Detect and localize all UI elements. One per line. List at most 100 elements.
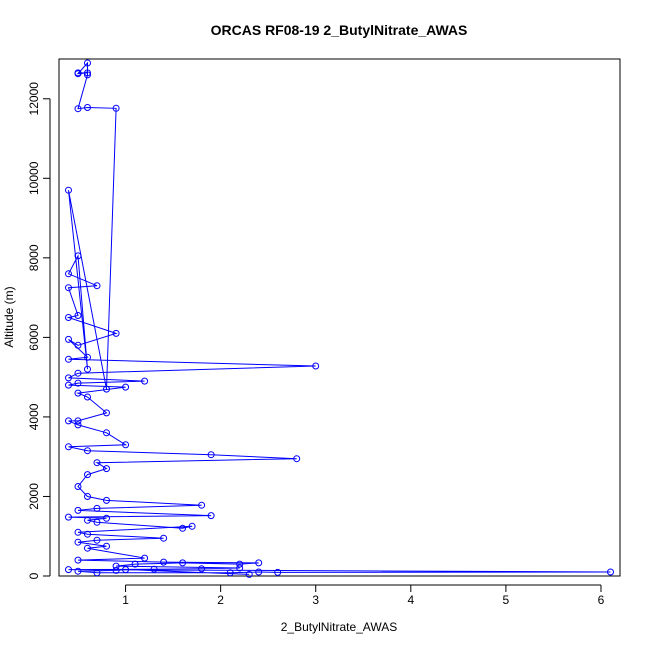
data-point xyxy=(74,506,82,514)
data-point xyxy=(84,393,91,401)
data-point xyxy=(84,516,91,524)
data-point xyxy=(255,568,263,576)
data-point xyxy=(65,513,72,521)
x-tick-label: 1 xyxy=(122,593,129,607)
data-point xyxy=(74,389,82,397)
data-point xyxy=(312,362,320,370)
data-point xyxy=(274,568,282,576)
data-point xyxy=(84,365,91,373)
data-point xyxy=(74,369,82,377)
data-point xyxy=(93,282,101,290)
x-axis: 1 2 3 4 5 6 xyxy=(122,584,605,607)
data-point xyxy=(74,528,82,536)
data-point xyxy=(84,59,91,67)
data-point xyxy=(84,530,91,538)
data-point xyxy=(207,512,215,520)
data-point xyxy=(122,383,130,391)
data-point xyxy=(84,447,91,455)
y-tick-label: 10000 xyxy=(27,161,41,195)
data-point xyxy=(65,284,72,292)
data-point xyxy=(65,381,72,389)
data-point xyxy=(160,558,168,566)
data-point xyxy=(84,493,91,500)
data-point xyxy=(122,566,130,574)
data-point xyxy=(84,544,91,552)
data-point xyxy=(122,441,130,449)
y-axis-label: Altitude (m) xyxy=(2,286,16,347)
series-layer xyxy=(65,59,614,578)
data-point xyxy=(255,559,263,567)
data-point xyxy=(84,353,91,361)
data-point xyxy=(93,518,101,526)
data-point xyxy=(74,379,82,387)
data-point xyxy=(65,270,72,278)
data-point xyxy=(65,355,72,363)
data-point xyxy=(112,566,120,574)
x-tick-label: 5 xyxy=(503,593,510,607)
data-point xyxy=(112,104,120,112)
data-point xyxy=(198,501,206,509)
data-point xyxy=(150,565,158,573)
data-point xyxy=(103,496,110,504)
data-point xyxy=(607,568,614,576)
data-point xyxy=(293,455,301,463)
data-point xyxy=(103,429,110,437)
data-point xyxy=(74,556,82,564)
data-point xyxy=(84,69,91,77)
data-point xyxy=(93,459,101,467)
data-point xyxy=(74,70,82,78)
y-tick-label: 2000 xyxy=(27,483,41,510)
plot-frame xyxy=(58,58,621,577)
data-point xyxy=(103,385,110,393)
data-point xyxy=(74,538,82,546)
y-tick-label: 6000 xyxy=(27,324,41,351)
x-tick-label: 6 xyxy=(598,593,605,607)
data-point xyxy=(65,417,72,425)
y-axis: 0 2000 4000 6000 8000 10000 12000 xyxy=(27,82,51,579)
data-point xyxy=(131,560,139,568)
data-point xyxy=(65,335,72,343)
data-point xyxy=(245,570,253,578)
data-point xyxy=(74,105,82,113)
data-point xyxy=(226,569,234,577)
data-point xyxy=(65,374,72,382)
data-point xyxy=(74,252,82,260)
data-point xyxy=(112,562,120,570)
data-point xyxy=(74,567,82,575)
data-point xyxy=(236,564,244,572)
y-tick-label: 8000 xyxy=(27,244,41,271)
x-tick-label: 4 xyxy=(407,593,414,607)
data-point xyxy=(207,451,215,459)
data-point xyxy=(84,71,91,79)
data-point xyxy=(84,471,91,479)
data-point xyxy=(103,465,110,473)
data-point xyxy=(198,565,206,573)
data-point xyxy=(74,312,82,319)
chart-title: ORCAS RF08-19 2_ButylNitrate_AWAS xyxy=(211,22,468,38)
data-point xyxy=(103,514,110,522)
data-point xyxy=(112,329,120,337)
y-tick-label: 0 xyxy=(27,572,41,579)
data-point xyxy=(93,569,101,577)
data-point xyxy=(179,524,187,532)
data-point xyxy=(74,421,82,429)
data-point xyxy=(84,104,91,111)
data-point xyxy=(74,341,82,349)
x-axis-label: 2_ButylNitrate_AWAS xyxy=(281,620,398,634)
data-point xyxy=(74,417,82,425)
y-tick-label: 4000 xyxy=(27,403,41,430)
data-point xyxy=(179,559,187,567)
data-point xyxy=(103,409,110,417)
data-point xyxy=(74,483,82,490)
y-tick-label: 12000 xyxy=(27,82,41,116)
data-point xyxy=(65,186,72,194)
data-point xyxy=(141,377,149,385)
data-point xyxy=(141,554,149,562)
data-point xyxy=(65,566,72,574)
data-point xyxy=(65,443,72,451)
data-point xyxy=(65,314,72,321)
series-line xyxy=(66,61,611,575)
x-tick-label: 3 xyxy=(312,593,319,607)
